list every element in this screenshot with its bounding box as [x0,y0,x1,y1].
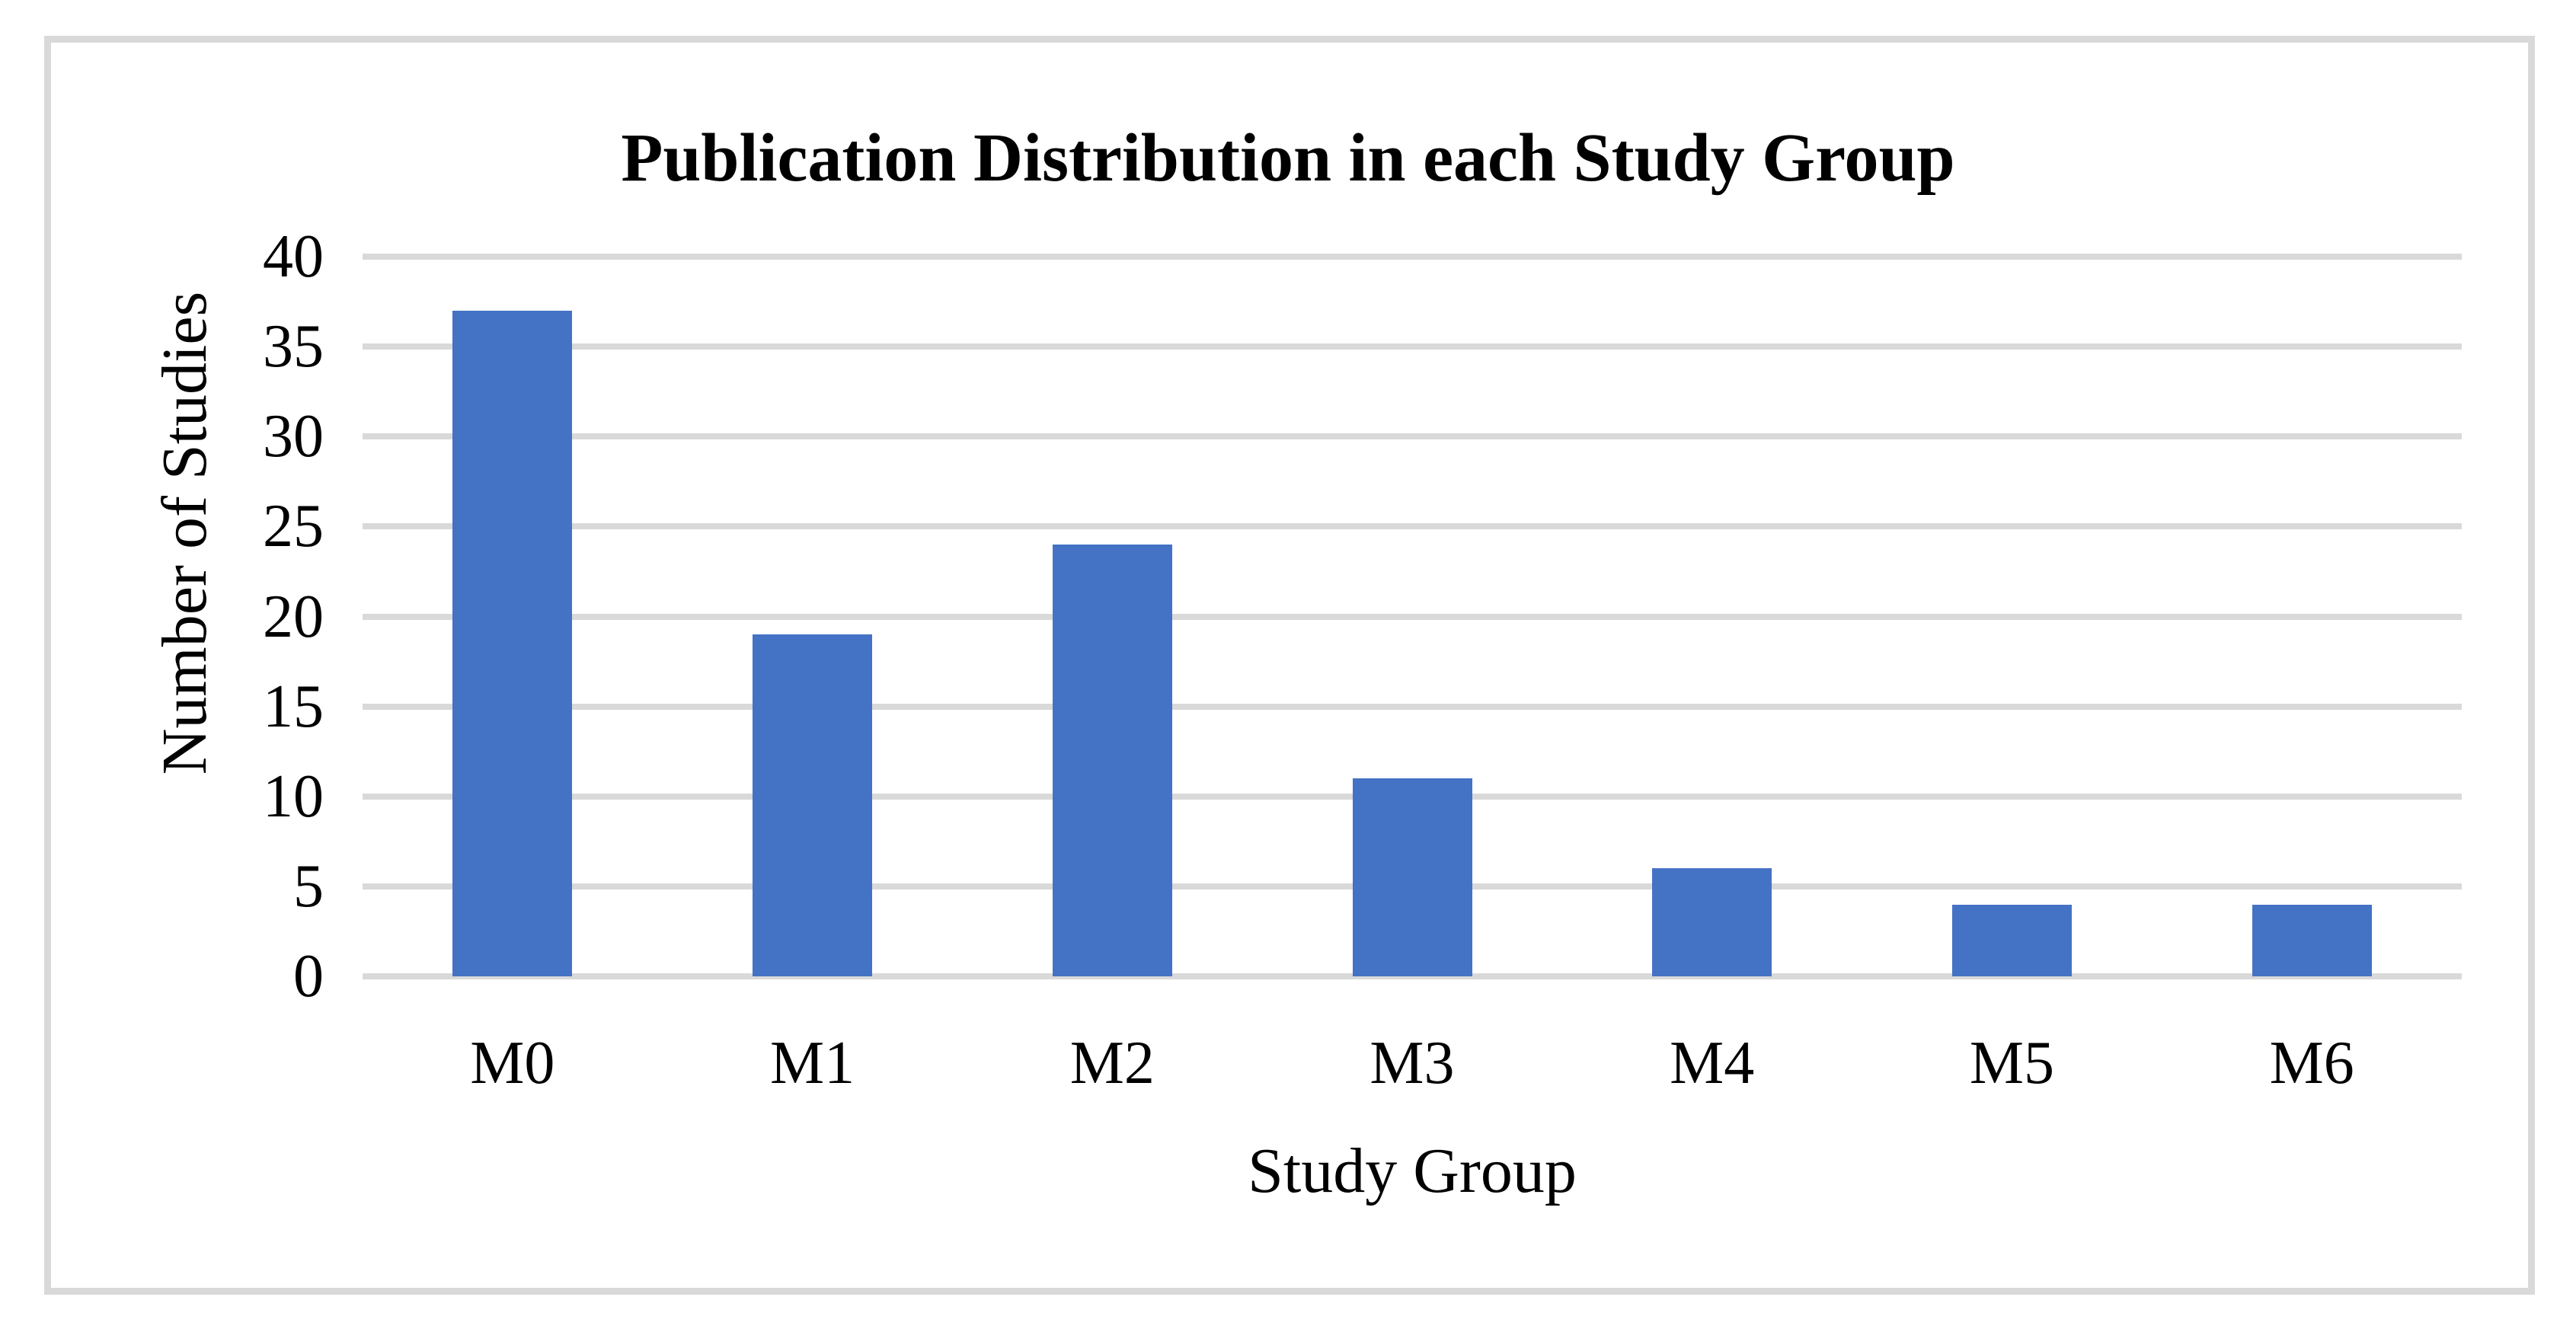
x-tick-label: M1 [769,1030,855,1097]
bar-M5 [1951,904,2072,976]
gridline-15 [363,703,2462,710]
gridline-0 [363,973,2462,979]
gridline-40 [363,254,2462,260]
x-tick-label: M0 [470,1030,555,1097]
x-tick-label: M4 [1670,1030,1755,1097]
gridline-30 [363,433,2462,440]
gridline-20 [363,613,2462,620]
bar-M6 [2252,904,2372,976]
x-tick-label: M6 [2269,1030,2354,1097]
y-tick-label: 30 [263,403,324,471]
x-tick-label: M3 [1369,1030,1455,1097]
chart-title: Publication Distribution in each Study G… [621,120,1955,196]
bar-M4 [1652,868,1772,976]
gridline-35 [363,343,2462,350]
y-tick-label: 35 [263,313,324,381]
y-tick-label: 15 [263,672,324,740]
bar-M1 [753,634,873,976]
y-tick-label: 5 [293,852,324,920]
bar-M0 [452,310,573,976]
x-tick-label: M2 [1069,1030,1155,1097]
x-tick-label: M5 [1969,1030,2054,1097]
y-tick-label: 0 [293,943,324,1010]
y-tick-label: 10 [263,762,324,830]
y-tick-label: 25 [263,493,324,561]
y-tick-label: 20 [263,583,324,650]
figure-border [44,36,2535,1295]
y-tick-label: 40 [263,223,324,290]
bar-M3 [1352,778,1472,976]
x-axis-title: Study Group [1248,1136,1577,1206]
gridline-25 [363,523,2462,530]
bar-M2 [1052,545,1172,976]
